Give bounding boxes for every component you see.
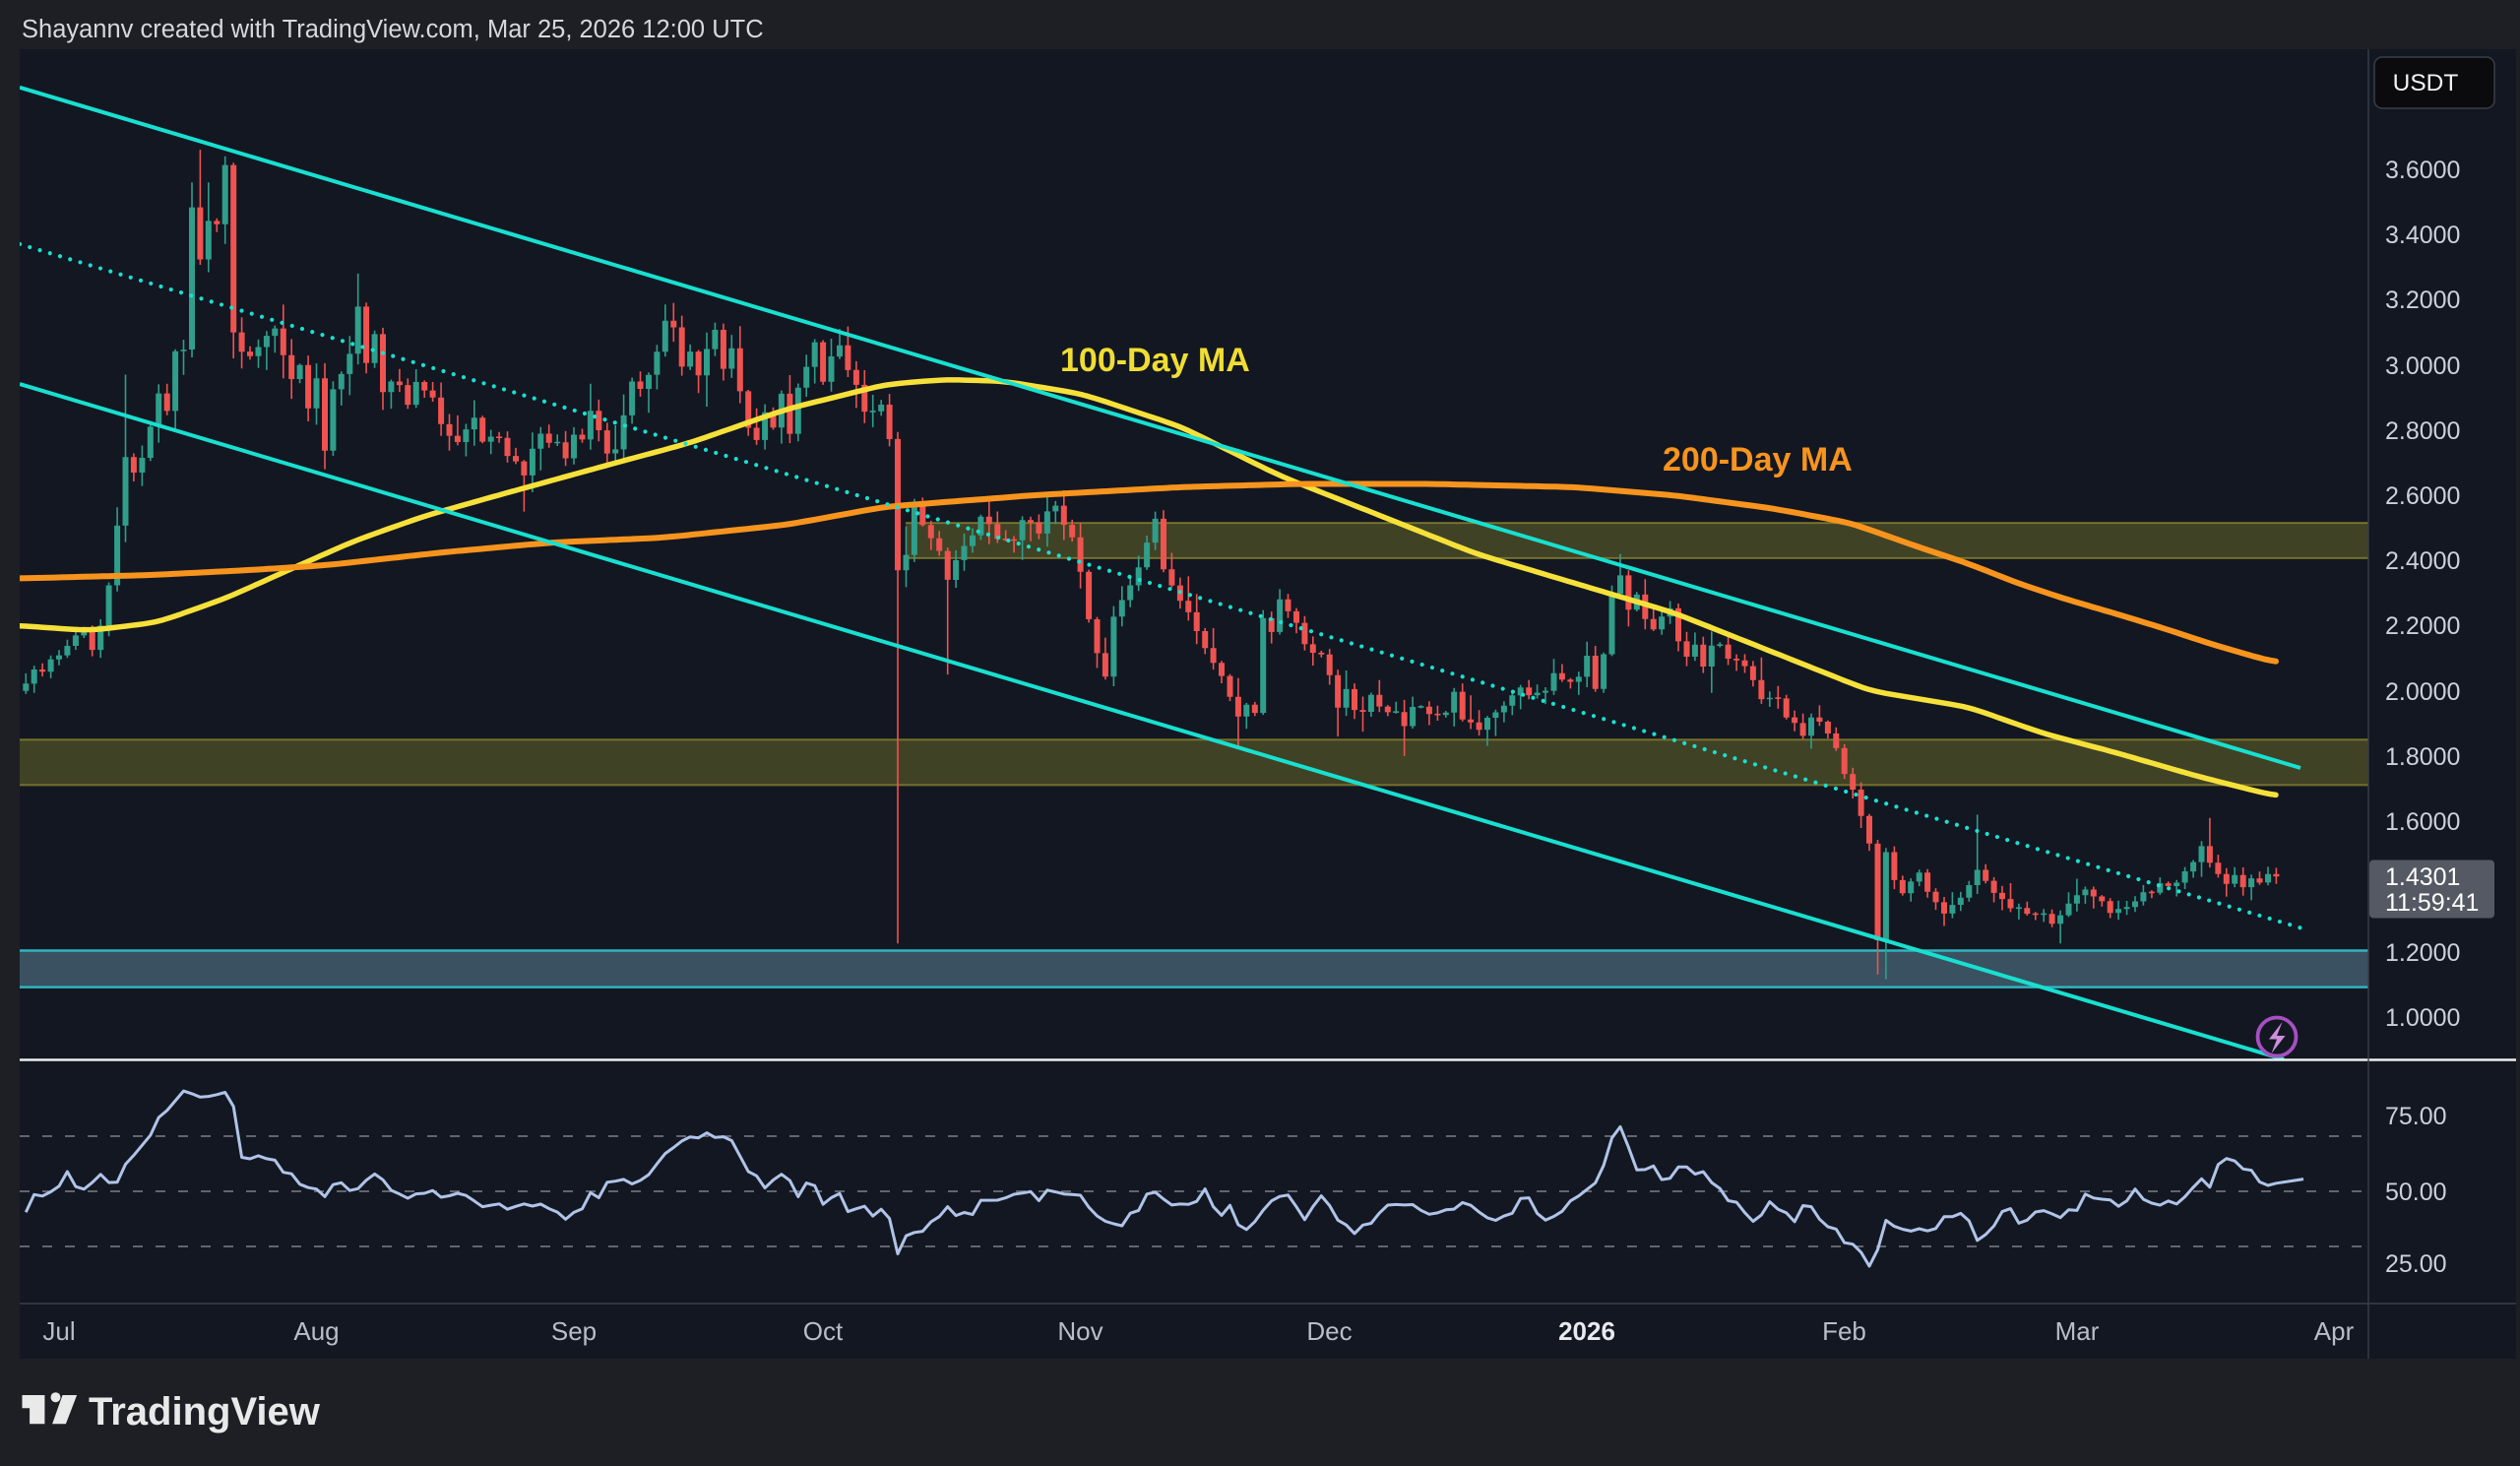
- svg-text:Oct: Oct: [803, 1316, 844, 1346]
- svg-text:2.8000: 2.8000: [2385, 417, 2460, 445]
- svg-text:50.00: 50.00: [2385, 1179, 2447, 1206]
- svg-text:200-Day MA: 200-Day MA: [1663, 441, 1853, 478]
- svg-text:1.0000: 1.0000: [2385, 1004, 2460, 1032]
- svg-text:Apr: Apr: [2314, 1316, 2355, 1346]
- svg-text:Feb: Feb: [1822, 1316, 1866, 1346]
- svg-text:Shayannv created with TradingV: Shayannv created with TradingView.com, M…: [22, 16, 764, 43]
- svg-text:25.00: 25.00: [2385, 1250, 2447, 1278]
- svg-text:3.0000: 3.0000: [2385, 352, 2460, 380]
- svg-text:2.2000: 2.2000: [2385, 612, 2460, 640]
- svg-text:1.8000: 1.8000: [2385, 743, 2460, 771]
- svg-text:Sep: Sep: [551, 1316, 597, 1346]
- svg-text:Jul: Jul: [42, 1316, 75, 1346]
- svg-text:USDT: USDT: [2393, 70, 2459, 96]
- svg-text:75.00: 75.00: [2385, 1103, 2447, 1130]
- svg-text:1.4301: 1.4301: [2385, 863, 2460, 891]
- svg-text:TradingView: TradingView: [89, 1390, 321, 1434]
- svg-text:100-Day MA: 100-Day MA: [1060, 342, 1250, 379]
- svg-text:11:59:41: 11:59:41: [2385, 889, 2479, 917]
- svg-text:Aug: Aug: [293, 1316, 339, 1346]
- svg-text:1.2000: 1.2000: [2385, 939, 2460, 967]
- svg-text:1.6000: 1.6000: [2385, 808, 2460, 836]
- svg-text:Dec: Dec: [1306, 1316, 1352, 1346]
- svg-text:3.6000: 3.6000: [2385, 157, 2460, 184]
- svg-text:3.4000: 3.4000: [2385, 222, 2460, 249]
- svg-text:2.4000: 2.4000: [2385, 547, 2460, 575]
- svg-text:2.6000: 2.6000: [2385, 482, 2460, 510]
- svg-text:2026: 2026: [1558, 1316, 1615, 1346]
- svg-text:3.2000: 3.2000: [2385, 287, 2460, 314]
- svg-text:2.0000: 2.0000: [2385, 678, 2460, 706]
- svg-text:Nov: Nov: [1057, 1316, 1102, 1346]
- svg-text:Mar: Mar: [2055, 1316, 2100, 1346]
